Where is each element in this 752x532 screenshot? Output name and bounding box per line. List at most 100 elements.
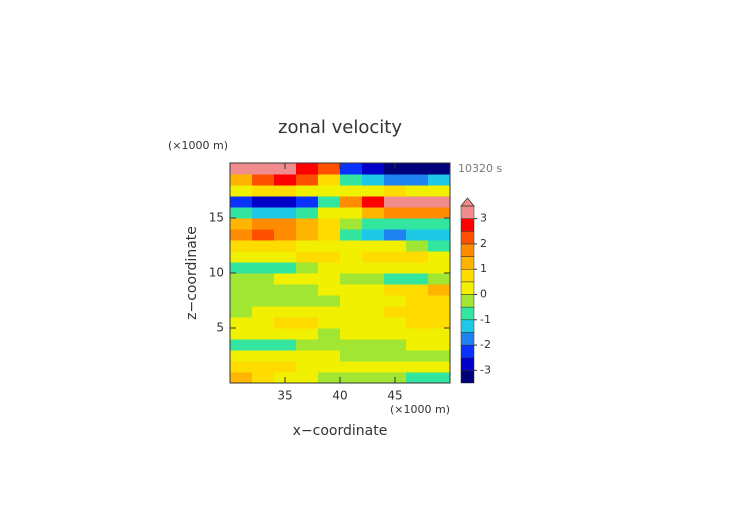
contour-cell — [340, 284, 363, 296]
contour-cell — [384, 207, 407, 219]
contour-cell — [340, 240, 363, 252]
contour-cell — [428, 163, 451, 175]
contour-cell — [296, 372, 319, 384]
contour-cell — [362, 174, 385, 186]
contour-cell — [428, 361, 451, 373]
contour-cell — [230, 196, 253, 208]
colorbar-band — [460, 231, 475, 245]
contour-cell — [318, 339, 341, 351]
contour-cell — [406, 185, 429, 197]
contour-cell — [252, 284, 275, 296]
contour-cell — [296, 185, 319, 197]
contour-cell — [318, 284, 341, 296]
colorbar-band — [460, 357, 475, 371]
contour-cell — [362, 328, 385, 340]
contour-cell — [274, 284, 297, 296]
contour-cell — [230, 372, 253, 384]
colorbar-tick-label: 2 — [480, 237, 487, 250]
contour-cell — [428, 251, 451, 263]
contour-cell — [384, 174, 407, 186]
contour-cell — [384, 251, 407, 263]
colorbar-tick-label: 3 — [480, 212, 487, 225]
contour-cell — [274, 328, 297, 340]
x-unit: (×1000 m) — [390, 403, 450, 416]
contour-cell — [318, 185, 341, 197]
contour-cell — [406, 328, 429, 340]
contour-cell — [428, 207, 451, 219]
contour-cell — [428, 317, 451, 329]
colorbar-tick-label: 0 — [480, 288, 487, 301]
contour-cell — [296, 207, 319, 219]
contour-cell — [230, 306, 253, 318]
contour-cell — [340, 229, 363, 241]
contour-cell — [406, 218, 429, 230]
contour-cell — [406, 240, 429, 252]
contour-cell — [252, 295, 275, 307]
contour-cell — [340, 163, 363, 175]
contour-cell — [274, 174, 297, 186]
contour-cell — [362, 372, 385, 384]
contour-cell — [428, 229, 451, 241]
contour-cell — [252, 185, 275, 197]
contour-cell — [362, 295, 385, 307]
contour-cell — [274, 185, 297, 197]
colorbar-band — [460, 319, 475, 333]
contour-cell — [230, 273, 253, 285]
contour-cell — [274, 240, 297, 252]
contour-cell — [274, 317, 297, 329]
contour-cell — [428, 218, 451, 230]
contour-cell — [230, 361, 253, 373]
contour-cell — [384, 284, 407, 296]
contour-cell — [384, 273, 407, 285]
contour-cell — [296, 218, 319, 230]
contour-cell — [340, 339, 363, 351]
contour-cell — [230, 328, 253, 340]
contour-cell — [252, 306, 275, 318]
contour-cell — [362, 350, 385, 362]
contour-cell — [318, 361, 341, 373]
contour-cell — [296, 306, 319, 318]
contour-cell — [340, 185, 363, 197]
contour-cell — [384, 295, 407, 307]
contour-cell — [406, 262, 429, 274]
contour-cell — [252, 361, 275, 373]
contour-cell — [362, 229, 385, 241]
contour-cell — [384, 262, 407, 274]
x-tick-label: 40 — [332, 389, 347, 403]
contour-cell — [340, 251, 363, 263]
contour-cell — [384, 350, 407, 362]
contour-cell — [406, 207, 429, 219]
contour-cell — [384, 196, 407, 208]
contour-cell — [384, 229, 407, 241]
colorbar-band — [460, 294, 475, 308]
contour-cell — [230, 163, 253, 175]
contour-cell — [318, 328, 341, 340]
contour-cell — [274, 361, 297, 373]
contour-cell — [252, 372, 275, 384]
time-annotation: 10320 s — [458, 162, 502, 175]
colorbar-band — [460, 281, 475, 295]
contour-cell — [340, 273, 363, 285]
contour-cell — [274, 306, 297, 318]
contour-cell — [406, 295, 429, 307]
contour-cell — [428, 262, 451, 274]
contour-cell — [318, 229, 341, 241]
contour-cell — [428, 273, 451, 285]
contour-cell — [406, 306, 429, 318]
chart-title: zonal velocity — [278, 117, 402, 138]
contour-cell — [318, 262, 341, 274]
contour-cell — [318, 273, 341, 285]
contour-cell — [252, 218, 275, 230]
contour-cell — [384, 240, 407, 252]
contour-cell — [384, 361, 407, 373]
contour-cell — [362, 339, 385, 351]
contour-cell — [252, 350, 275, 362]
contour-cell — [252, 207, 275, 219]
x-tick-label: 45 — [387, 389, 402, 403]
contour-cell — [406, 350, 429, 362]
contour-cell — [274, 350, 297, 362]
contour-cell — [296, 196, 319, 208]
contour-cell — [318, 251, 341, 263]
contour-cell — [362, 262, 385, 274]
